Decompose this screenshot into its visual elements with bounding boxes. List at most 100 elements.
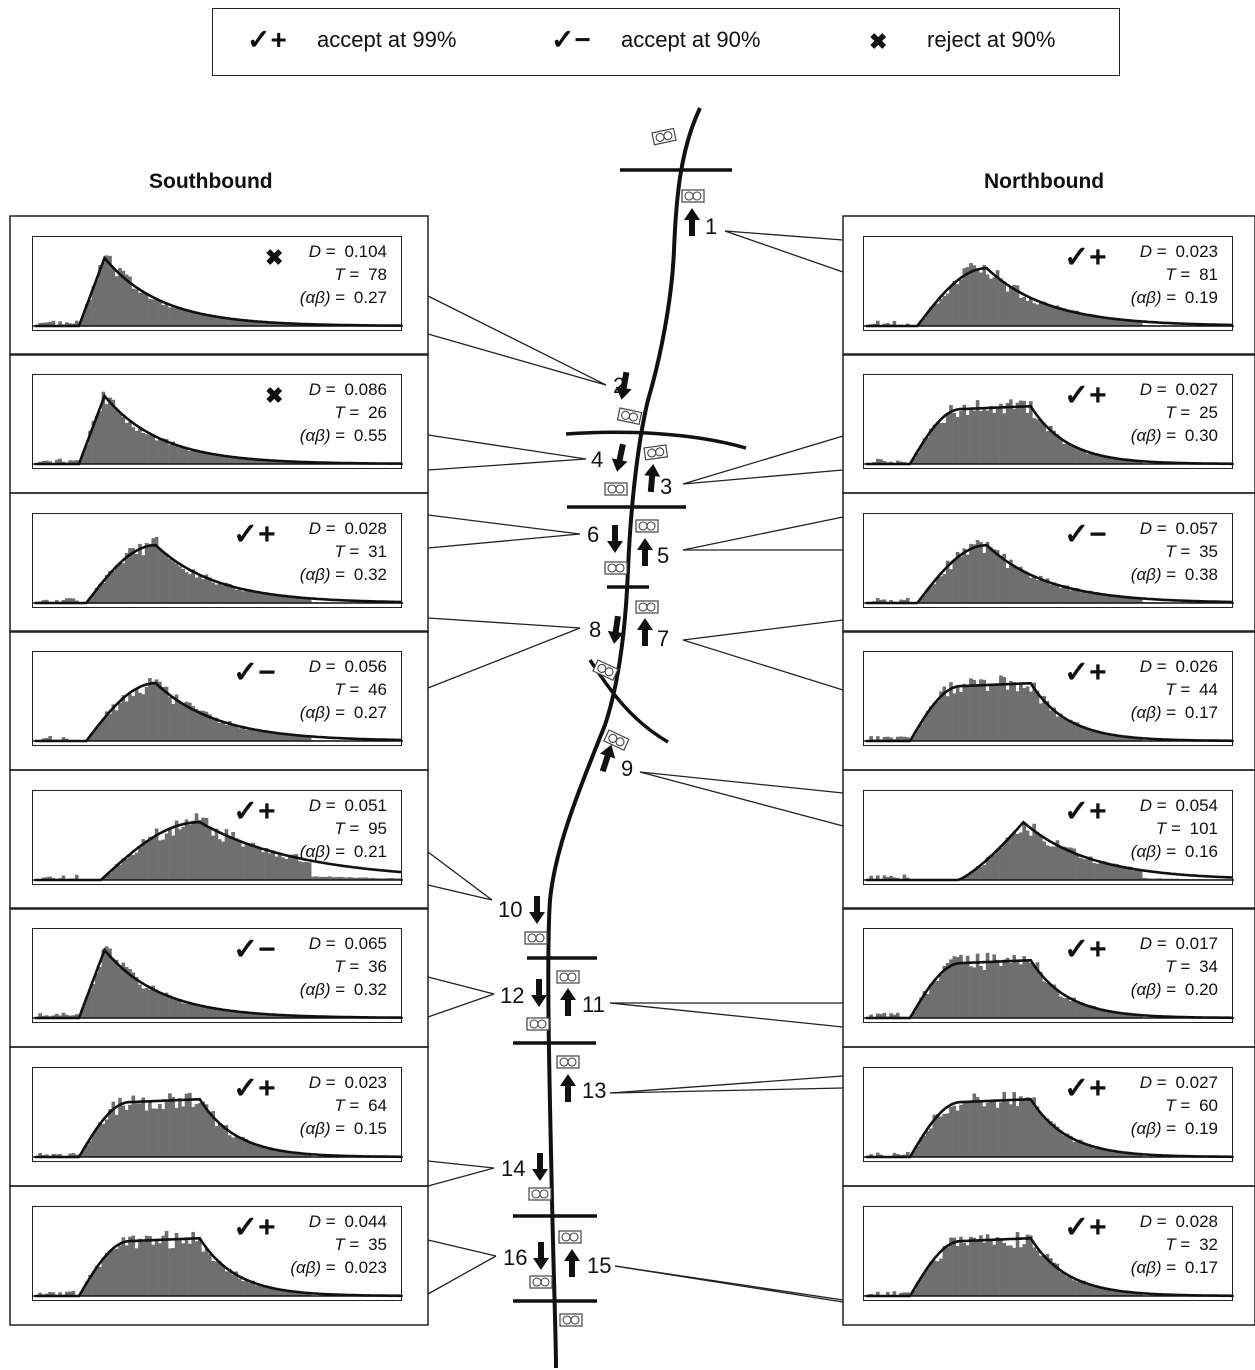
histogram-bar xyxy=(1108,1150,1113,1157)
histogram-bar xyxy=(1135,869,1140,880)
station-label-13: 13 xyxy=(582,1078,607,1103)
southbound-histogram-panel-16: ✓+ D = 0.044 T = 35 (αβ) = 0.023 xyxy=(32,1206,403,1301)
fitted-curve xyxy=(866,1236,1232,1298)
stat-symbol: T xyxy=(1165,680,1176,699)
histogram-bar xyxy=(939,691,943,741)
histogram-bar xyxy=(234,1271,239,1296)
north-callout-b-8 xyxy=(614,1265,844,1303)
histogram-bar xyxy=(979,1100,983,1157)
histogram-bar xyxy=(251,842,255,880)
histogram-bar xyxy=(1102,1149,1106,1157)
histogram-bar xyxy=(247,728,252,741)
histogram-bar xyxy=(1015,568,1020,603)
histogram-bar xyxy=(905,1151,910,1157)
histogram-bar xyxy=(251,459,255,464)
histogram-bar xyxy=(148,1101,152,1157)
histogram-bar xyxy=(1095,1146,1100,1157)
histogram-bar xyxy=(54,1154,59,1157)
histogram-bar xyxy=(181,826,186,880)
histogram-bar xyxy=(1042,580,1046,603)
stat-T: T = 95 xyxy=(334,819,387,839)
histogram-bar xyxy=(919,724,923,741)
histogram-bar xyxy=(1122,1152,1126,1157)
histogram-bar xyxy=(889,737,893,741)
histogram-bar xyxy=(1108,319,1113,326)
histogram-bar xyxy=(935,421,940,464)
histogram-bar xyxy=(1015,285,1020,326)
stat-symbol: T xyxy=(334,1235,345,1254)
histogram-bar xyxy=(1155,878,1160,880)
histogram-bar xyxy=(945,1113,950,1157)
histogram-bar xyxy=(304,1154,309,1157)
histogram-bar xyxy=(919,445,923,464)
histogram-bar xyxy=(999,403,1003,464)
histogram-bar xyxy=(1138,598,1143,603)
histogram-bar xyxy=(68,323,72,326)
equals-sign: = xyxy=(321,1258,341,1277)
histogram-bar xyxy=(1032,418,1036,464)
histogram-bar xyxy=(227,583,232,603)
histogram-bar xyxy=(1002,1091,1007,1157)
arrow-south-12 xyxy=(531,979,547,1007)
histogram-bar xyxy=(168,696,172,741)
histogram-bar xyxy=(158,840,162,880)
histogram-bar xyxy=(191,706,196,741)
histogram-bar xyxy=(118,703,122,741)
histogram-bar xyxy=(1022,1100,1027,1157)
histogram-bar xyxy=(1135,1015,1140,1018)
histogram-bar xyxy=(151,1244,156,1296)
histogram-bar xyxy=(194,577,199,603)
histogram-bar xyxy=(241,320,245,326)
histogram-bar xyxy=(144,840,149,880)
histogram-bar xyxy=(121,695,126,741)
histogram-bar xyxy=(965,874,970,880)
station-label-10: 10 xyxy=(498,897,523,922)
equals-sign: = xyxy=(330,1119,350,1138)
stat-value: 0.023 xyxy=(344,1073,387,1092)
histogram-bar xyxy=(227,1268,232,1296)
histogram-bar xyxy=(915,728,920,741)
histogram-bar xyxy=(118,864,122,880)
histogram-bar xyxy=(71,460,76,464)
histogram-bar xyxy=(138,543,142,603)
histogram-bar xyxy=(1019,1247,1023,1296)
histogram-bar xyxy=(271,460,275,464)
histogram-bar xyxy=(218,1123,222,1157)
histogram-bar xyxy=(88,299,92,326)
histogram-bar xyxy=(158,301,162,326)
histogram-bar xyxy=(41,322,46,326)
north-callout-b-6 xyxy=(609,1002,844,1028)
histogram-bar xyxy=(1082,1142,1086,1157)
histogram-bar xyxy=(1019,832,1023,880)
fitted-curve xyxy=(35,543,402,605)
histogram-bar xyxy=(989,547,993,603)
stat-symbol: (αβ) xyxy=(299,703,331,722)
stat-value: 0.55 xyxy=(353,426,387,445)
histogram-bar xyxy=(875,320,880,326)
histogram-bar xyxy=(1105,1150,1110,1157)
histogram-bar xyxy=(88,430,92,464)
station-label-6: 6 xyxy=(587,522,600,547)
arrow-north-13 xyxy=(560,1074,576,1102)
equals-sign: = xyxy=(344,819,365,838)
histogram-bar xyxy=(208,1254,212,1296)
histogram-bar xyxy=(869,1154,873,1157)
histogram-bar xyxy=(218,1261,222,1296)
histogram-bar xyxy=(44,599,49,603)
histogram-bar xyxy=(198,576,202,603)
arrow-south-8 xyxy=(607,615,624,644)
station-label-14: 14 xyxy=(501,1156,526,1181)
histogram-bar xyxy=(875,1152,880,1157)
histogram-bar xyxy=(1045,1118,1050,1157)
histogram-bar xyxy=(1049,304,1053,326)
histogram-bar xyxy=(108,872,112,880)
histogram-bar xyxy=(1065,310,1070,326)
histogram-bar xyxy=(161,686,166,741)
histogram-bar xyxy=(191,1231,196,1296)
histogram-bar xyxy=(875,1291,880,1296)
verdict-mark: ✓+ xyxy=(1064,795,1107,828)
histogram-bar xyxy=(281,595,285,603)
histogram-bar xyxy=(304,736,309,741)
histogram-bar xyxy=(237,841,242,880)
histogram-bar xyxy=(191,311,196,326)
